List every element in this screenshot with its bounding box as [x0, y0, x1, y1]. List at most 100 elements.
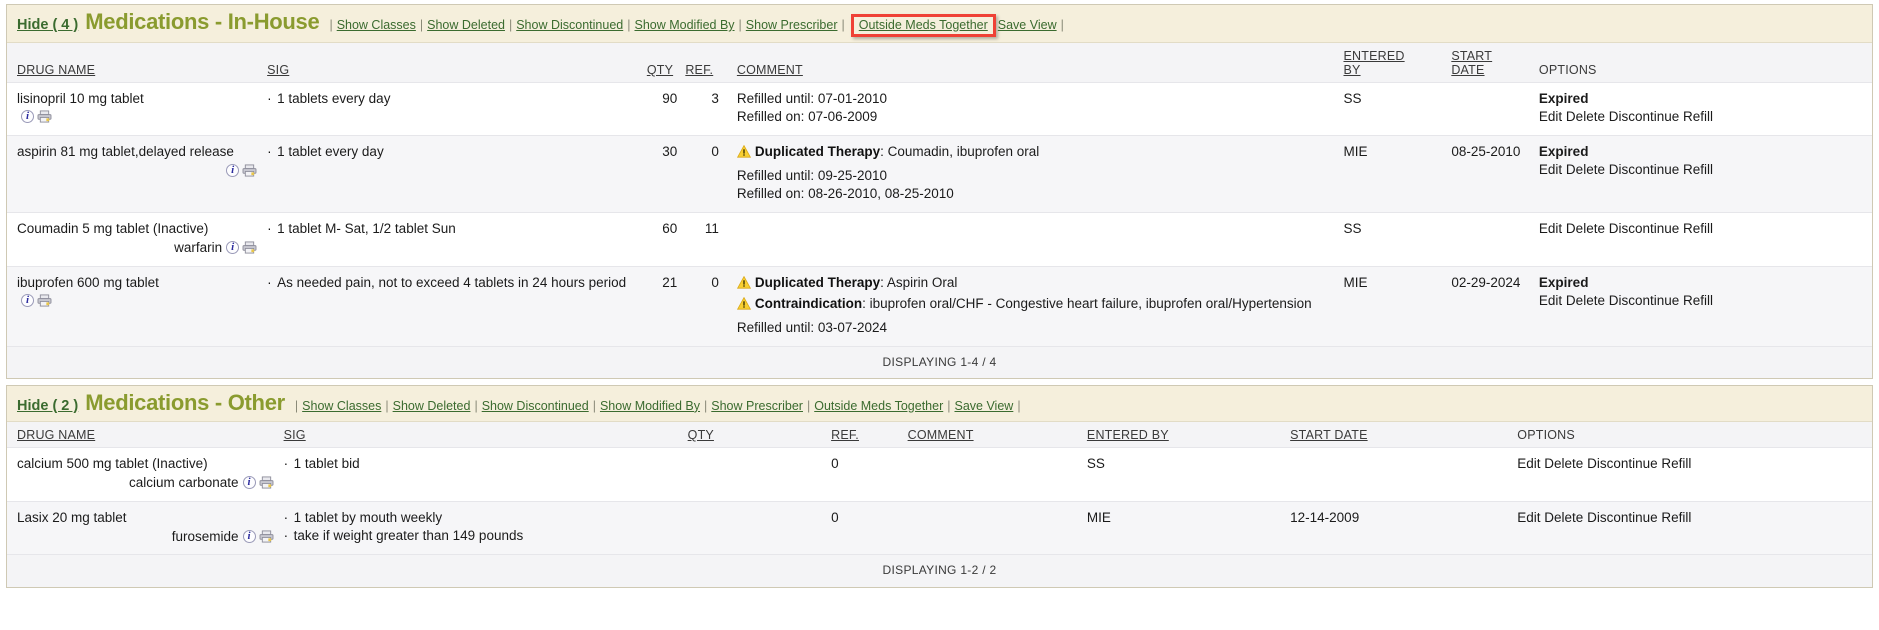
column-header-sig[interactable]: SIG — [263, 43, 643, 83]
column-header-qty[interactable]: QTY — [642, 43, 682, 83]
warning-label: Duplicated Therapy — [754, 274, 881, 290]
column-header-entered-by[interactable]: ENTERED BY — [1339, 43, 1448, 83]
link-show-deleted-in-house[interactable]: Show Deleted — [427, 18, 505, 32]
link-separator: | — [419, 18, 424, 32]
generic-row: furosemide — [17, 528, 276, 546]
cell-qty: 60 — [642, 211, 682, 267]
table-row: ibuprofen 600 mg tablet ·As needed pain,… — [7, 265, 1872, 347]
info-icon[interactable] — [226, 240, 240, 255]
section-header-in-house: Hide ( 4 ) Medications - In-House | Show… — [7, 5, 1872, 43]
cell-options: Edit Delete Discontinue Refill — [1513, 500, 1872, 555]
option-links[interactable]: Edit Delete Discontinue Refill — [1538, 109, 1714, 125]
printer-icon[interactable] — [242, 164, 257, 177]
option-links[interactable]: Edit Delete Discontinue Refill — [1538, 220, 1714, 236]
option-links[interactable]: Edit Delete Discontinue Refill — [1517, 455, 1692, 471]
drug-name-text: Coumadin 5 mg tablet (Inactive) — [17, 220, 209, 236]
link-save-view-in-house[interactable]: Save View — [997, 18, 1057, 32]
link-show-classes-in-house[interactable]: Show Classes — [336, 18, 416, 32]
bullet-icon: · — [267, 91, 272, 106]
column-header-qty[interactable]: QTY — [683, 421, 828, 448]
printer-icon[interactable] — [37, 110, 52, 123]
table-row: Coumadin 5 mg tablet (Inactive) warfarin… — [7, 211, 1872, 267]
medications-page: Hide ( 4 ) Medications - In-House | Show… — [0, 0, 1879, 588]
link-show-discontinued-other[interactable]: Show Discontinued — [481, 398, 589, 413]
link-separator: | — [385, 398, 389, 413]
hide-toggle-in-house[interactable]: Hide ( 4 ) — [17, 17, 79, 33]
column-header-ref[interactable]: REF. — [681, 43, 733, 83]
column-header-comment[interactable]: COMMENT — [903, 421, 1083, 448]
drug-name-text: ibuprofen 600 mg tablet — [17, 274, 159, 290]
cell-drug-name: ibuprofen 600 mg tablet — [7, 265, 264, 347]
option-links[interactable]: Edit Delete Discontinue Refill — [1538, 162, 1714, 178]
displaying-count: DISPLAYING 1-4 / 4 — [7, 345, 1872, 378]
status-badge: Expired — [1538, 143, 1589, 159]
bullet-icon: · — [267, 143, 272, 159]
warning-detail: : ibuprofen oral/CHF - Congestive heart … — [862, 295, 1312, 311]
drug-name-text: calcium 500 mg tablet (Inactive) — [17, 455, 208, 471]
cell-drug-name: Coumadin 5 mg tablet (Inactive) warfarin — [7, 211, 264, 267]
sig-line: · take if weight greater than 149 pounds — [284, 527, 680, 545]
displaying-count: DISPLAYING 1-2 / 2 — [7, 554, 1872, 587]
link-show-deleted-other[interactable]: Show Deleted — [392, 398, 471, 413]
option-links[interactable]: Edit Delete Discontinue Refill — [1517, 509, 1692, 525]
cell-options: Expired Edit Delete Discontinue Refill — [1534, 265, 1872, 347]
hide-toggle-other[interactable]: Hide ( 2 ) — [17, 397, 79, 414]
link-separator: | — [1017, 398, 1021, 413]
generic-row: warfarin — [17, 239, 259, 257]
bullet-icon: · — [283, 527, 289, 543]
cell-ref: 0 — [827, 500, 904, 555]
printer-icon[interactable] — [242, 241, 257, 254]
medications-table-in-house: DRUG NAME SIG QTY REF. COMMENT ENTERED BY… — [7, 43, 1872, 378]
option-links[interactable]: Edit Delete Discontinue Refill — [1538, 292, 1714, 308]
info-icon[interactable] — [242, 475, 256, 490]
info-icon[interactable] — [226, 163, 240, 178]
link-outside-meds-together-in-house[interactable]: Outside Meds Together — [858, 18, 988, 32]
column-header-drug-name[interactable]: DRUG NAME — [7, 421, 280, 448]
header-links-in-house: | Show Classes | Show Deleted | Show Dis… — [325, 14, 1067, 37]
link-show-prescriber-in-house[interactable]: Show Prescriber — [745, 18, 838, 32]
cell-start-date — [1447, 82, 1535, 136]
link-separator: | — [474, 398, 478, 413]
warning-line: Duplicated Therapy: Coumadin, ibuprofen … — [736, 143, 1336, 161]
section-title-other: Medications - Other — [85, 389, 285, 415]
link-outside-meds-together-other[interactable]: Outside Meds Together — [814, 398, 944, 413]
link-show-prescriber-other[interactable]: Show Prescriber — [711, 398, 803, 413]
column-header-entered-by[interactable]: ENTERED BY — [1082, 421, 1287, 448]
cell-sig: · 1 tablet M- Sat, 1/2 tablet Sun — [263, 211, 643, 267]
column-header-ref[interactable]: REF. — [827, 421, 904, 448]
cell-sig: · 1 tablet by mouth weekly · take if weigh… — [279, 500, 684, 555]
column-header-start-date[interactable]: START DATE — [1447, 43, 1535, 83]
link-separator: | — [947, 398, 951, 413]
warning-detail: : Aspirin Oral — [880, 274, 958, 290]
info-icon[interactable] — [21, 109, 34, 124]
table-row: calcium 500 mg tablet (Inactive) calcium… — [7, 446, 1872, 502]
bullet-icon: · — [283, 455, 289, 471]
bullet-icon: · — [283, 509, 289, 525]
cell-ref: 0 — [681, 134, 733, 213]
comment-line: Refilled until: 03-07-2024 — [736, 320, 887, 336]
sig-line: · As needed pain, not to exceed 4 tablets… — [267, 274, 639, 292]
printer-icon[interactable] — [259, 476, 274, 489]
column-header-sig[interactable]: SIG — [279, 421, 684, 448]
section-header-other: Hide ( 2 ) Medications - Other | Show Cl… — [7, 385, 1872, 422]
drug-name-text: lisinopril 10 mg tablet — [17, 91, 144, 106]
link-show-discontinued-in-house[interactable]: Show Discontinued — [516, 18, 624, 32]
drug-name-text: aspirin 81 mg tablet,delayed release — [17, 143, 234, 159]
info-icon[interactable] — [242, 529, 256, 544]
column-header-drug-name[interactable]: DRUG NAME — [7, 43, 264, 83]
info-icon[interactable] — [21, 293, 34, 308]
warning-detail: : Coumadin, ibuprofen oral — [880, 143, 1040, 159]
column-header-comment[interactable]: COMMENT — [732, 43, 1340, 83]
printer-icon[interactable] — [37, 294, 52, 307]
cell-sig: · 1 tablets every day — [263, 82, 643, 136]
warning-triangle-icon — [736, 275, 751, 289]
printer-icon[interactable] — [259, 530, 274, 543]
link-show-modified-by-in-house[interactable]: Show Modified By — [634, 18, 735, 32]
link-show-modified-by-other[interactable]: Show Modified By — [599, 398, 701, 413]
cell-start-date — [1447, 211, 1535, 267]
link-show-classes-other[interactable]: Show Classes — [302, 398, 382, 413]
link-save-view-other[interactable]: Save View — [954, 398, 1014, 413]
column-header-start-date[interactable]: START DATE — [1286, 421, 1514, 448]
link-separator: | — [627, 18, 631, 32]
cell-comment — [732, 211, 1340, 267]
